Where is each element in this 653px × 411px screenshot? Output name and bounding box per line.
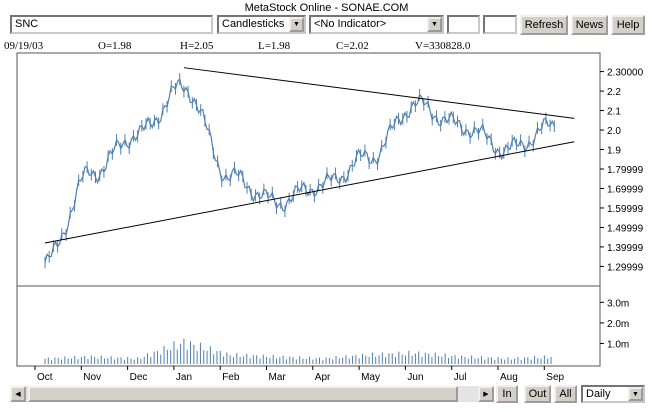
month-tick-label: Feb — [222, 372, 240, 383]
month-tick-label: May — [361, 372, 380, 383]
month-tick-label: Aug — [500, 372, 518, 383]
month-tick-label: Apr — [315, 372, 331, 383]
price-panel — [16, 52, 601, 287]
price-tick-label: 1.79999 — [607, 165, 644, 176]
volume-tick-label: 3.0m — [607, 298, 629, 309]
chevron-down-icon[interactable]: ▼ — [289, 17, 304, 32]
indicator-value: <No Indicator> — [314, 18, 387, 30]
zoom-out-button[interactable]: Out — [524, 385, 551, 403]
scrollbar-thumb[interactable] — [28, 386, 458, 402]
symbol-input[interactable]: SNC — [10, 15, 213, 34]
quote-close: C=2.02 — [336, 40, 369, 52]
price-line — [44, 77, 555, 263]
price-tick-label: 2.30000 — [607, 68, 644, 79]
indicator-select[interactable]: <No Indicator> ▼ — [309, 15, 444, 34]
quote-volume: V=330828.0 — [415, 40, 471, 52]
help-button[interactable]: Help — [611, 15, 645, 35]
news-button[interactable]: News — [571, 15, 608, 35]
month-tick-label: Jan — [176, 372, 192, 383]
month-tick-label: Jul — [454, 372, 467, 383]
zoom-in-button[interactable]: In — [496, 385, 518, 403]
month-tick-label: Sep — [546, 372, 564, 383]
month-tick-label: Mar — [269, 372, 287, 383]
trendline — [44, 141, 575, 244]
show-all-button[interactable]: All — [554, 385, 577, 403]
price-tick-label: 1.29999 — [607, 262, 644, 273]
toolbar: SNC Candlesticks ▼ <No Indicator> ▼ Refr… — [0, 15, 653, 37]
volume-tick-label: 1.0m — [607, 339, 629, 350]
period-value: Daily — [586, 388, 611, 400]
trendlines — [44, 67, 575, 244]
volume-panel — [16, 285, 601, 367]
extra-field-a[interactable] — [447, 15, 480, 34]
volume-axis: 3.0m 2.0m 1.0m — [600, 298, 629, 350]
price-tick-label: 1.39999 — [607, 243, 644, 254]
chart-style-select[interactable]: Candlesticks ▼ — [217, 15, 306, 34]
price-tick-label: 1.69999 — [607, 184, 644, 195]
month-tick-label: Dec — [130, 372, 148, 383]
chart-style-value: Candlesticks — [222, 18, 285, 30]
chevron-down-icon[interactable]: ▼ — [628, 387, 643, 401]
price-series — [44, 73, 555, 269]
month-tick-label: Jun — [407, 372, 423, 383]
price-tick-label: 1.9 — [607, 146, 621, 157]
window-title: MetaStock Online - SONAE.COM — [244, 2, 409, 14]
month-axis: Oct Nov Dec Jan Feb Mar Apr May Jun Jul Aug Sep — [34, 366, 565, 383]
extra-field-b[interactable] — [483, 15, 517, 34]
quote-high: H=2.05 — [180, 40, 214, 52]
price-tick-label: 1.49999 — [607, 223, 644, 234]
refresh-button[interactable]: Refresh — [520, 15, 568, 35]
month-tick-label: Oct — [37, 372, 53, 383]
price-axis: 2.30000 2.2 2.1 2.0 1.9 1.79999 1.69999 1.59999… — [600, 68, 644, 273]
quote-open: O=1.98 — [98, 40, 132, 52]
horizontal-scrollbar[interactable]: ◀ ▶ — [10, 386, 494, 402]
price-tick-label: 2.2 — [607, 87, 621, 98]
scroll-right-icon[interactable]: ▶ — [478, 386, 494, 402]
price-tick-label: 1.59999 — [607, 204, 644, 215]
quote-low: L=1.98 — [258, 40, 291, 52]
volume-tick-label: 2.0m — [607, 319, 629, 330]
price-tick-label: 2.0 — [607, 126, 621, 137]
price-tick-label: 2.1 — [607, 107, 621, 118]
quote-date: 09/19/03 — [4, 40, 44, 52]
trendline — [183, 67, 575, 119]
chevron-down-icon[interactable]: ▼ — [427, 17, 442, 32]
month-tick-label: Nov — [83, 372, 101, 383]
quote-line: 09/19/03 O=1.98 H=2.05 L=1.98 C=2.02 V=3… — [0, 40, 600, 52]
period-select[interactable]: Daily ▼ — [581, 385, 645, 403]
volume-bars — [44, 338, 552, 364]
scroll-left-icon[interactable]: ◀ — [10, 386, 26, 402]
